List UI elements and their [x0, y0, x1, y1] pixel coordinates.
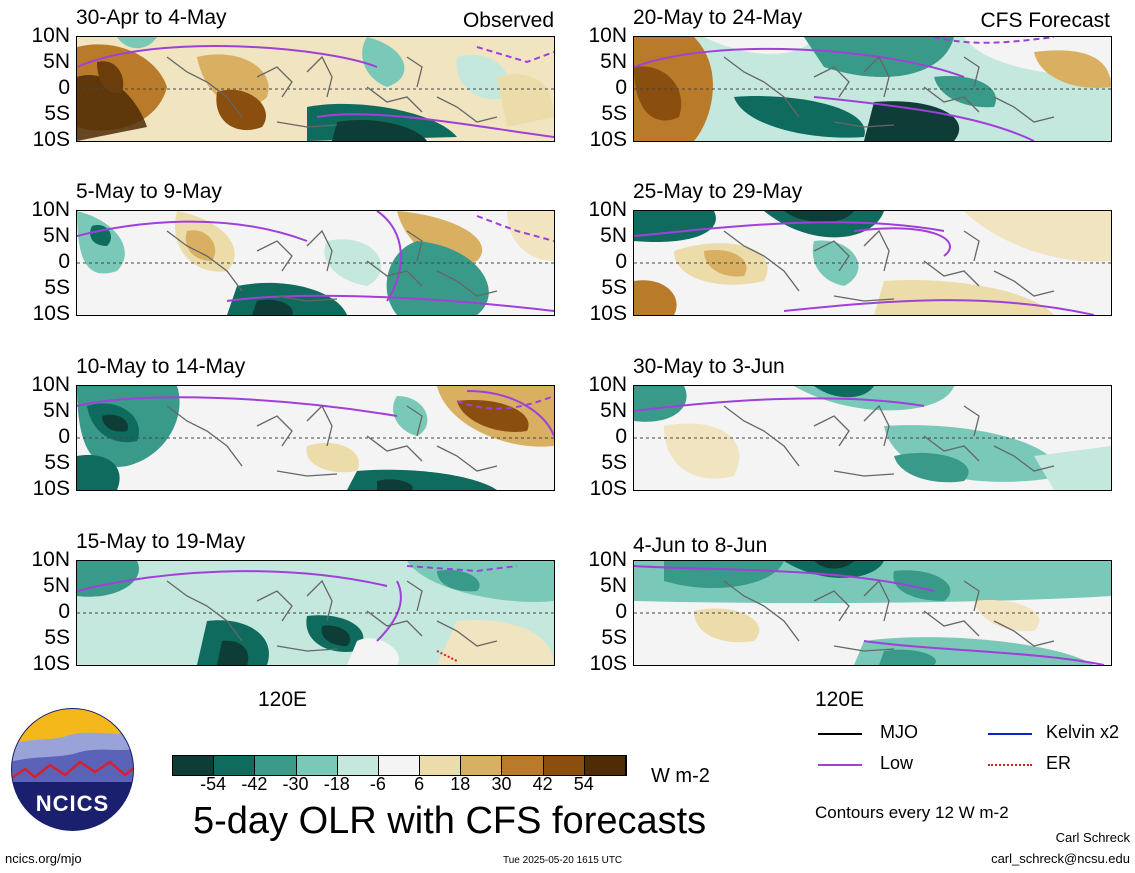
colorbar-swatch	[296, 756, 338, 775]
lat-label: 10N	[588, 24, 627, 47]
website: ncics.org/mjo	[5, 851, 82, 866]
lat-label: 5N	[43, 574, 70, 597]
colorbar-tick-label: -42	[241, 774, 268, 794]
observed-label: Observed	[462, 9, 554, 32]
legend-er-label: ER	[1046, 753, 1072, 773]
lat-label: 10N	[31, 548, 70, 571]
legend-mjo-line	[818, 733, 862, 735]
colorbar-swatch	[337, 756, 379, 775]
lat-label: 5S	[601, 451, 627, 474]
map-panel-2	[76, 210, 555, 316]
lat-label: 0	[58, 250, 70, 273]
panel-title-5: 20-May to 24-May	[633, 6, 803, 29]
legend-mjo-label: MJO	[880, 722, 918, 742]
lat-label: 0	[58, 76, 70, 99]
lat-label: 10S	[589, 477, 627, 500]
map-panel-4	[76, 560, 555, 666]
map-panel-1	[76, 36, 555, 142]
colorbar-tick-label: 42	[532, 774, 553, 794]
panel-title-8: 4-Jun to 8-Jun	[633, 534, 768, 557]
lat-label: 10S	[589, 652, 627, 675]
map-panel-7	[633, 385, 1112, 491]
ncics-logo: NCICS	[10, 707, 135, 832]
legend-low-line	[818, 764, 862, 766]
lon-label-left: 120E	[258, 688, 308, 711]
colorbar-swatch	[378, 756, 421, 775]
colorbar-tick-label: -30	[282, 774, 309, 794]
contours-note: Contours every 12 W m-2	[815, 803, 1009, 822]
panel-title-4: 15-May to 19-May	[76, 530, 246, 553]
colorbar-units: W m-2	[651, 765, 710, 787]
colorbar-tick-label: 30	[491, 774, 512, 794]
colorbar-swatch	[502, 756, 544, 775]
panel-title-6: 25-May to 29-May	[633, 180, 803, 203]
lat-label: 5S	[601, 276, 627, 299]
panel-title-3: 10-May to 14-May	[76, 355, 246, 378]
colorbar-swatch	[420, 756, 462, 775]
lat-label: 5S	[601, 626, 627, 649]
legend-kelvin-label: Kelvin x2	[1046, 722, 1120, 742]
lat-label: 5S	[44, 276, 70, 299]
lat-label: 0	[615, 600, 627, 623]
lat-label: 0	[615, 76, 627, 99]
lon-label-right: 120E	[815, 688, 865, 711]
lat-label: 10S	[32, 128, 70, 151]
colorbar-tick-label: -54	[200, 774, 227, 794]
lat-label: 10N	[31, 24, 70, 47]
lat-label: 0	[615, 250, 627, 273]
lat-label: 5N	[43, 50, 70, 73]
timestamp: Tue 2025-05-20 1615 UTC	[503, 855, 623, 866]
lat-label: 10N	[588, 198, 627, 221]
lat-label: 5N	[600, 399, 627, 422]
author: Carl Schreck	[1055, 830, 1130, 845]
colorbar-swatch	[214, 756, 256, 775]
map-panel-6	[633, 210, 1112, 316]
lat-label: 10N	[588, 548, 627, 571]
colorbar	[172, 755, 627, 776]
colorbar-swatch	[255, 756, 297, 775]
legend-kelvin-line	[988, 733, 1032, 735]
colorbar-tick-label: -18	[323, 774, 350, 794]
lat-label: 5N	[43, 224, 70, 247]
legend-er-line	[988, 764, 1032, 766]
panel-title-7: 30-May to 3-Jun	[633, 355, 785, 378]
colorbar-tick-label: 18	[450, 774, 471, 794]
lat-label: 5S	[44, 626, 70, 649]
lat-label: 10S	[32, 302, 70, 325]
lat-label: 10N	[31, 373, 70, 396]
colorbar-swatch	[543, 756, 585, 775]
lat-label: 0	[615, 425, 627, 448]
lat-label: 10N	[588, 373, 627, 396]
logo-text: NCICS	[35, 791, 110, 816]
colorbar-swatch	[584, 756, 626, 775]
lat-label: 5S	[601, 102, 627, 125]
lat-label: 10N	[31, 198, 70, 221]
lat-label: 0	[58, 425, 70, 448]
lat-label: 5S	[44, 451, 70, 474]
lat-label: 10S	[32, 652, 70, 675]
map-panel-8	[633, 560, 1112, 666]
lat-label: 10S	[589, 302, 627, 325]
main-title: 5-day OLR with CFS forecasts	[193, 800, 707, 842]
legend-low-label: Low	[880, 753, 914, 773]
lat-label: 10S	[32, 477, 70, 500]
colorbar-swatch	[173, 756, 215, 775]
lat-label: 5N	[600, 224, 627, 247]
panel-title-2: 5-May to 9-May	[76, 180, 222, 203]
colorbar-tick-label: 54	[573, 774, 594, 794]
colorbar-swatch	[461, 756, 503, 775]
map-panel-3	[76, 385, 555, 491]
lat-label: 5S	[44, 102, 70, 125]
colorbar-tick-label: 6	[414, 774, 425, 794]
lat-label: 5N	[600, 50, 627, 73]
forecast-label: CFS Forecast	[980, 9, 1110, 32]
lat-label: 10S	[589, 128, 627, 151]
lat-label: 0	[58, 600, 70, 623]
colorbar-tick-label: -6	[369, 774, 386, 794]
lat-label: 5N	[43, 399, 70, 422]
lat-label: 5N	[600, 574, 627, 597]
email: carl_schreck@ncsu.edu	[991, 851, 1130, 866]
panel-title-1: 30-Apr to 4-May	[76, 6, 227, 29]
map-panel-5	[633, 36, 1112, 142]
